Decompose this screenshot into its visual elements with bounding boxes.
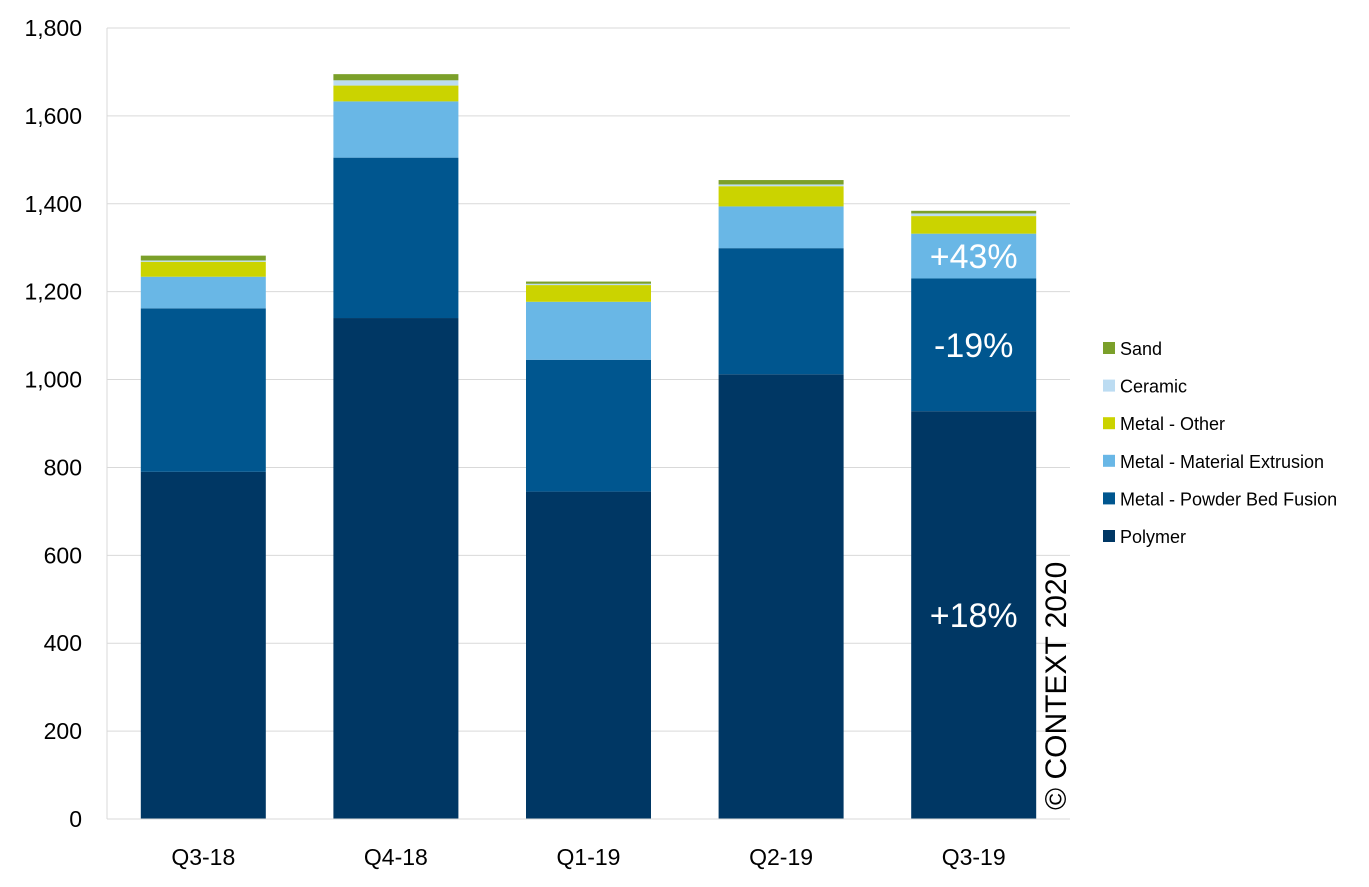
bar-segment — [718, 180, 844, 185]
bar-segment — [911, 213, 1037, 217]
legend-swatch — [1103, 530, 1115, 542]
legend-swatch — [1103, 417, 1115, 430]
bar-segment — [333, 101, 459, 158]
bar-segment — [526, 281, 651, 284]
bar-segment — [140, 255, 266, 261]
bar-segment — [140, 261, 266, 277]
legend-label: Polymer — [1120, 527, 1186, 547]
bar-annotation: +18% — [930, 597, 1018, 635]
legend-swatch — [1103, 342, 1115, 354]
y-tick-label: 1,200 — [24, 279, 82, 305]
bar-segment — [140, 471, 266, 819]
legend-label: Metal - Material Extrusion — [1120, 452, 1324, 472]
x-tick-label: Q2-19 — [749, 844, 813, 870]
bars — [140, 74, 1037, 819]
bar-annotation: +43% — [930, 238, 1018, 276]
bar-segment — [333, 85, 459, 102]
bar-segment — [911, 233, 1037, 279]
axes: 0 200 400 600 800 1,000 1,200 1,400 1,600 1,800 Q3… — [24, 15, 1070, 870]
y-tick-label: 400 — [44, 630, 82, 656]
bar-segment — [333, 80, 459, 86]
bar-segment — [718, 186, 844, 207]
bar-segment — [526, 359, 651, 492]
bar-segment — [718, 184, 844, 187]
legend-label: Metal - Other — [1120, 414, 1225, 434]
bar-segment — [333, 74, 459, 81]
y-tick-label: 800 — [44, 454, 82, 480]
bar-annotation: -19% — [934, 327, 1013, 365]
y-tick-label: 1,600 — [24, 103, 82, 129]
x-tick-label: Q3-18 — [171, 844, 235, 870]
bar-segment — [718, 206, 844, 249]
bar-segment — [911, 216, 1037, 234]
bar-segment — [140, 276, 266, 309]
bar-segment — [718, 374, 844, 819]
y-tick-label: 1,400 — [24, 191, 82, 217]
bar-segment — [526, 285, 651, 302]
bar-segment — [140, 308, 266, 472]
bar-segment — [526, 301, 651, 360]
y-tick-label: 0 — [69, 806, 82, 832]
bar-segment — [526, 491, 651, 819]
x-tick-label: Q4-18 — [364, 844, 428, 870]
legend-label: Ceramic — [1120, 377, 1187, 397]
legend-label: Sand — [1120, 339, 1162, 359]
bar-segment — [526, 283, 651, 286]
y-tick-label: 600 — [44, 542, 82, 568]
legend-label: Metal - Powder Bed Fusion — [1120, 489, 1337, 509]
x-tick-label: Q3-19 — [942, 844, 1006, 870]
annotations: +18% -19% +43% — [930, 238, 1018, 635]
watermark: © CONTEXT 2020 — [1040, 562, 1073, 810]
legend-swatch — [1103, 454, 1115, 467]
legend-swatch — [1103, 379, 1115, 392]
y-tick-label: 1,800 — [24, 15, 82, 41]
x-tick-label: Q1-19 — [557, 844, 621, 870]
legend-swatch — [1103, 492, 1115, 505]
bar-segment — [333, 157, 459, 319]
bar-segment — [140, 260, 266, 262]
bar-segment — [333, 318, 459, 819]
y-tick-label: 1,000 — [24, 367, 82, 393]
bar-segment — [911, 278, 1037, 412]
bar-segment — [911, 411, 1037, 819]
bar-segment — [718, 248, 844, 375]
legend: Sand Ceramic Metal - Other Metal - Material… — [1103, 339, 1337, 547]
y-tick-label: 200 — [44, 718, 82, 744]
bar-segment — [911, 210, 1037, 214]
